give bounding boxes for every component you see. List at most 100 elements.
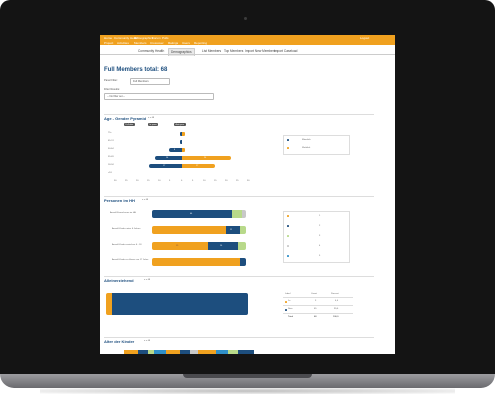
hh-bar-adults-2: 44 bbox=[152, 210, 232, 218]
table-divider bbox=[283, 297, 353, 298]
bar-label: 14 bbox=[166, 156, 169, 159]
children-age-title: Alter der Kinder bbox=[104, 339, 135, 344]
camera-icon bbox=[244, 17, 247, 20]
bar-label: 17 bbox=[196, 164, 199, 167]
topbar-link-polls[interactable]: Polls bbox=[162, 35, 169, 40]
tab-import-new-members[interactable]: Import New Members bbox=[245, 49, 276, 53]
auto-year-button[interactable]: Auto year bbox=[174, 123, 186, 127]
single-parent-table: Label Count Percent Ja 3 4,4 Nein 65 95,… bbox=[283, 293, 353, 325]
household-title: Personen im HH bbox=[104, 198, 135, 203]
tab-list-members[interactable]: List Members bbox=[202, 49, 222, 53]
nav-crossover[interactable]: Crossover bbox=[150, 40, 164, 45]
legend-label: Weiblich bbox=[302, 146, 311, 149]
filter-results-select[interactable]: -- No filter set -- bbox=[104, 92, 214, 100]
bar-label: 11 bbox=[230, 228, 233, 231]
nav-reporting[interactable]: Reporting bbox=[194, 40, 208, 45]
filter-results-label: Filter Results: bbox=[104, 87, 120, 91]
hh-row-label: Anzahl Kinder zwischen 6 - 18 bbox=[112, 244, 142, 246]
bar-label: 6 bbox=[174, 148, 176, 151]
tick-label: 20 bbox=[225, 180, 228, 182]
hh-bar-adults-3 bbox=[232, 210, 242, 218]
legend-label: Männlich bbox=[302, 138, 311, 141]
child-age-bar bbox=[180, 350, 190, 354]
single-parent-count: n = 68 bbox=[144, 279, 151, 281]
nav-project[interactable]: Project bbox=[104, 40, 114, 45]
tick-label: 25 bbox=[125, 180, 128, 182]
child-age-bar bbox=[216, 350, 228, 354]
hh-row-label: Anzahl Kinder unter 6 Jahren bbox=[112, 228, 141, 230]
legend-swatch bbox=[287, 215, 289, 217]
in-years-button[interactable]: In years bbox=[148, 123, 159, 127]
pyramid-count: n = 68 bbox=[148, 117, 155, 119]
child-age-bar bbox=[154, 350, 166, 354]
hh-row-label: Anzahl Kinder zu Hause nur 17 Jahre bbox=[112, 259, 149, 261]
bar-male-65 bbox=[180, 140, 182, 144]
table-cell: 95,6 bbox=[334, 308, 339, 310]
bar-male-75 bbox=[180, 132, 182, 136]
single-parent-bar-yes bbox=[106, 293, 112, 315]
hh-bar-17-2 bbox=[240, 258, 246, 266]
nav-members[interactable]: Members bbox=[134, 40, 147, 45]
legend-swatch bbox=[287, 147, 289, 149]
age-label: 50-64 bbox=[108, 148, 114, 150]
full-data-button[interactable]: Full data bbox=[124, 123, 135, 127]
pyramid-legend: Männlich Weiblich bbox=[283, 135, 350, 155]
tab-import-caseload[interactable]: Import Caseload bbox=[274, 49, 298, 53]
children-age-bars bbox=[124, 350, 254, 354]
logout-link[interactable]: Logout bbox=[360, 35, 370, 40]
laptop-shadow bbox=[40, 388, 455, 394]
legend-value: 3 bbox=[319, 234, 321, 237]
section-divider bbox=[104, 337, 374, 338]
panel-filter-label: Panel Filter: bbox=[104, 79, 118, 82]
bar-female-18: 17 bbox=[182, 164, 215, 168]
hh-bar-6to18-3 bbox=[238, 242, 246, 250]
laptop-notch bbox=[183, 374, 312, 378]
child-age-bar bbox=[166, 350, 180, 354]
topbar-link-forum[interactable]: Forum bbox=[152, 35, 161, 40]
bar-male-50: 6 bbox=[169, 148, 182, 152]
table-header: Label bbox=[285, 293, 291, 295]
hh-bar-u6-3 bbox=[240, 226, 246, 234]
top-navigation-bar: Home Community Health Demographics Forum… bbox=[100, 35, 395, 45]
panel-filter-value: Full Members bbox=[133, 79, 149, 83]
table-cell: 68 bbox=[314, 316, 317, 318]
legend-value: 5 bbox=[319, 254, 321, 257]
panel-filter-select[interactable]: Full Members bbox=[130, 77, 170, 85]
tab-demographics[interactable]: Demographics bbox=[168, 47, 195, 56]
nav-activities[interactable]: Activities bbox=[117, 40, 129, 45]
topbar-link-home[interactable]: Home bbox=[104, 35, 113, 40]
tab-top-members[interactable]: Top Members bbox=[224, 49, 244, 53]
nav-ratings[interactable]: Ratings bbox=[168, 40, 179, 45]
table-divider bbox=[283, 305, 353, 306]
bar-label: 14 bbox=[220, 244, 223, 247]
age-label: <18 bbox=[108, 172, 112, 174]
table-cell: Total bbox=[288, 316, 294, 318]
tick-label: 5 bbox=[169, 180, 171, 182]
tick-label: 0 bbox=[181, 180, 183, 182]
hh-bar-adults-4 bbox=[242, 210, 246, 218]
pyramid-title: Age - Gender Pyramid bbox=[104, 116, 147, 121]
section-divider bbox=[104, 276, 374, 277]
tick-label: 30 bbox=[247, 180, 250, 182]
household-count: n = 68 bbox=[142, 199, 149, 201]
bar-label: 24 bbox=[204, 156, 207, 159]
legend-value: 4 bbox=[319, 244, 321, 247]
topbar-link-demographics[interactable]: Demographics bbox=[134, 35, 154, 40]
legend-swatch bbox=[287, 235, 289, 237]
child-age-bar bbox=[124, 350, 138, 354]
row-swatch bbox=[285, 301, 287, 303]
bar-female-75 bbox=[182, 132, 185, 136]
hh-bar-u6-1 bbox=[152, 226, 226, 234]
table-divider bbox=[283, 313, 353, 314]
tick-label: 5 bbox=[192, 180, 194, 182]
laptop-base bbox=[0, 374, 495, 388]
legend-value: 1 bbox=[319, 214, 321, 217]
bar-female-50 bbox=[182, 148, 185, 152]
tab-community-health[interactable]: Community Health bbox=[138, 49, 165, 53]
hh-bar-u6-2: 11 bbox=[226, 226, 240, 234]
child-age-bar bbox=[198, 350, 216, 354]
topbar-link-community[interactable]: Community Health bbox=[114, 35, 139, 40]
legend-swatch bbox=[287, 225, 289, 227]
children-age-count: n = 68 bbox=[144, 340, 151, 342]
nav-users[interactable]: Users bbox=[182, 40, 190, 45]
